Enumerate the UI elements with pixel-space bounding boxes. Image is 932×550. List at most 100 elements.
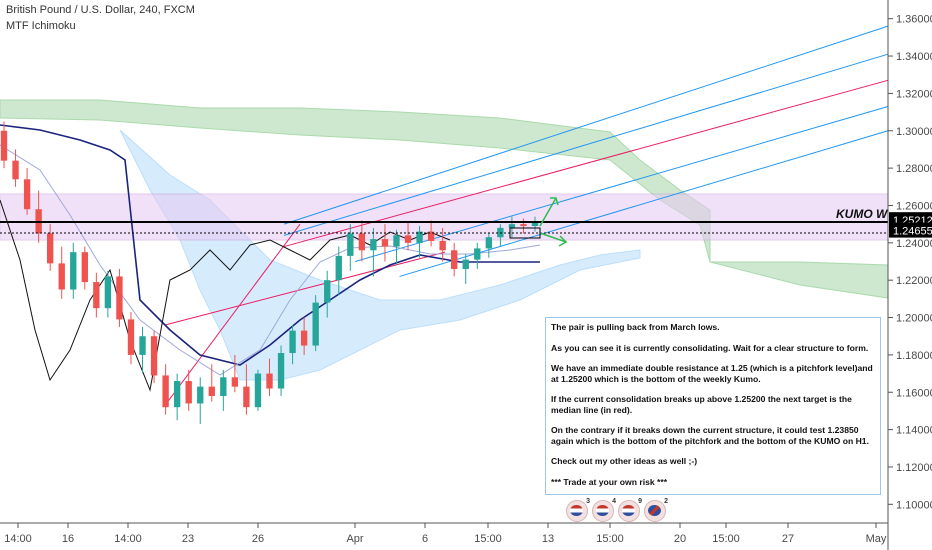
time-axis: 14:00 16 14:00 23 26 Apr 6 15:00 13 15:00 20 15:00 2…	[4, 523, 887, 545]
candle	[404, 222, 412, 251]
candle-body	[46, 233, 54, 264]
pitchfork-upper-inner-line	[284, 53, 889, 236]
candles	[0, 121, 539, 425]
candle	[393, 229, 400, 266]
candle-body	[23, 179, 31, 210]
candle-body	[116, 276, 123, 320]
price-tick-label: 1.10000	[896, 499, 932, 511]
pitchfork-upper-outer-line	[284, 25, 889, 225]
event-count: 2	[664, 498, 668, 505]
candle-body	[324, 280, 331, 303]
candle	[173, 373, 181, 421]
kumo-w-label: KUMO W	[836, 207, 889, 221]
candle-body	[81, 252, 88, 283]
candle-body	[347, 233, 354, 256]
candle	[474, 242, 481, 269]
consolidation-box	[509, 227, 541, 239]
event-marker[interactable]: 4	[592, 498, 616, 522]
candle-body	[312, 302, 319, 346]
price-tick-label: 1.12000	[896, 462, 932, 474]
price-tick-label: 1.18000	[896, 350, 932, 362]
event-marker[interactable]: 9	[618, 498, 642, 522]
kumo-weekly-band	[0, 193, 889, 241]
candle	[289, 325, 296, 365]
candle	[116, 268, 123, 327]
candle	[127, 311, 135, 365]
candle	[266, 358, 273, 396]
time-tick-label: 20	[674, 533, 686, 545]
candle-body	[197, 386, 204, 404]
candle	[427, 220, 435, 247]
pitchfork-lower-outer-line	[399, 130, 889, 277]
event-marker[interactable]: 2	[644, 498, 668, 522]
candle-body	[58, 263, 65, 290]
candle	[312, 295, 319, 352]
indicator-name[interactable]: MTF Ichimoku	[6, 20, 76, 32]
price-tick-label: 1.14000	[896, 425, 932, 437]
symbol-title: British Pound / U.S. Dollar, 240, FXCM	[6, 4, 195, 16]
candle-body	[0, 130, 8, 161]
candle	[335, 246, 342, 296]
time-tick-label: 13	[542, 533, 554, 545]
candle	[231, 354, 239, 393]
candle	[439, 227, 446, 262]
us-flag-icon	[570, 505, 583, 516]
candle-body	[462, 259, 469, 269]
time-tick-label: 27	[782, 533, 794, 545]
candle	[46, 224, 54, 271]
candle-body	[139, 336, 146, 355]
pitchfork	[164, 25, 889, 406]
candle-body	[231, 377, 239, 387]
candle	[93, 272, 100, 318]
price-label-box	[889, 222, 932, 238]
candle-body	[381, 239, 389, 247]
price-tick-label: 1.34000	[896, 51, 932, 63]
candle	[139, 326, 146, 374]
candle	[358, 220, 366, 262]
candle-body	[243, 386, 250, 408]
tenkan-line	[0, 144, 541, 376]
time-tick-label: 14:00	[4, 533, 32, 545]
event-marker[interactable]: 3	[566, 498, 590, 522]
price-tick-label: 1.24000	[896, 238, 932, 250]
candle	[81, 246, 88, 290]
candle	[485, 233, 493, 258]
candle-body	[185, 381, 192, 404]
candle-body	[300, 330, 308, 346]
idea-note: The pair is pulling back from March lows…	[545, 317, 881, 495]
candle-body	[508, 224, 516, 228]
price-tick-label: 1.26000	[896, 200, 932, 212]
candle	[381, 224, 389, 262]
note-paragraph: We have an immediate double resistance a…	[551, 363, 873, 384]
candle-body	[208, 386, 215, 396]
candle	[300, 317, 308, 355]
note-paragraph: Check out my other ideas as well ;-)	[551, 456, 698, 466]
projection-arrows	[539, 197, 568, 247]
candle-body	[393, 235, 400, 247]
event-count: 4	[612, 498, 616, 505]
candle-body	[474, 248, 481, 260]
candle-body	[416, 231, 423, 243]
candle	[150, 330, 158, 383]
time-tick-label: 14:00	[114, 533, 142, 545]
candle-body	[162, 375, 169, 408]
candle-body	[451, 250, 458, 269]
price-tick-label: 1.32000	[896, 88, 932, 100]
candle	[277, 345, 285, 396]
pitchfork-base-line	[164, 251, 446, 326]
candle	[12, 149, 19, 187]
candle-body	[220, 377, 227, 396]
price-tick-label: 1.28000	[896, 163, 932, 175]
note-paragraph: As you can see it is currently consolida…	[551, 342, 869, 353]
event-count: 9	[638, 498, 642, 505]
pitchfork-median-line	[284, 79, 889, 248]
candle	[451, 242, 458, 277]
candle-body	[127, 319, 135, 355]
time-tick-label: 15:00	[474, 533, 502, 545]
candle	[197, 377, 204, 425]
candle	[508, 216, 516, 238]
candle	[185, 369, 192, 411]
candle	[23, 168, 31, 215]
